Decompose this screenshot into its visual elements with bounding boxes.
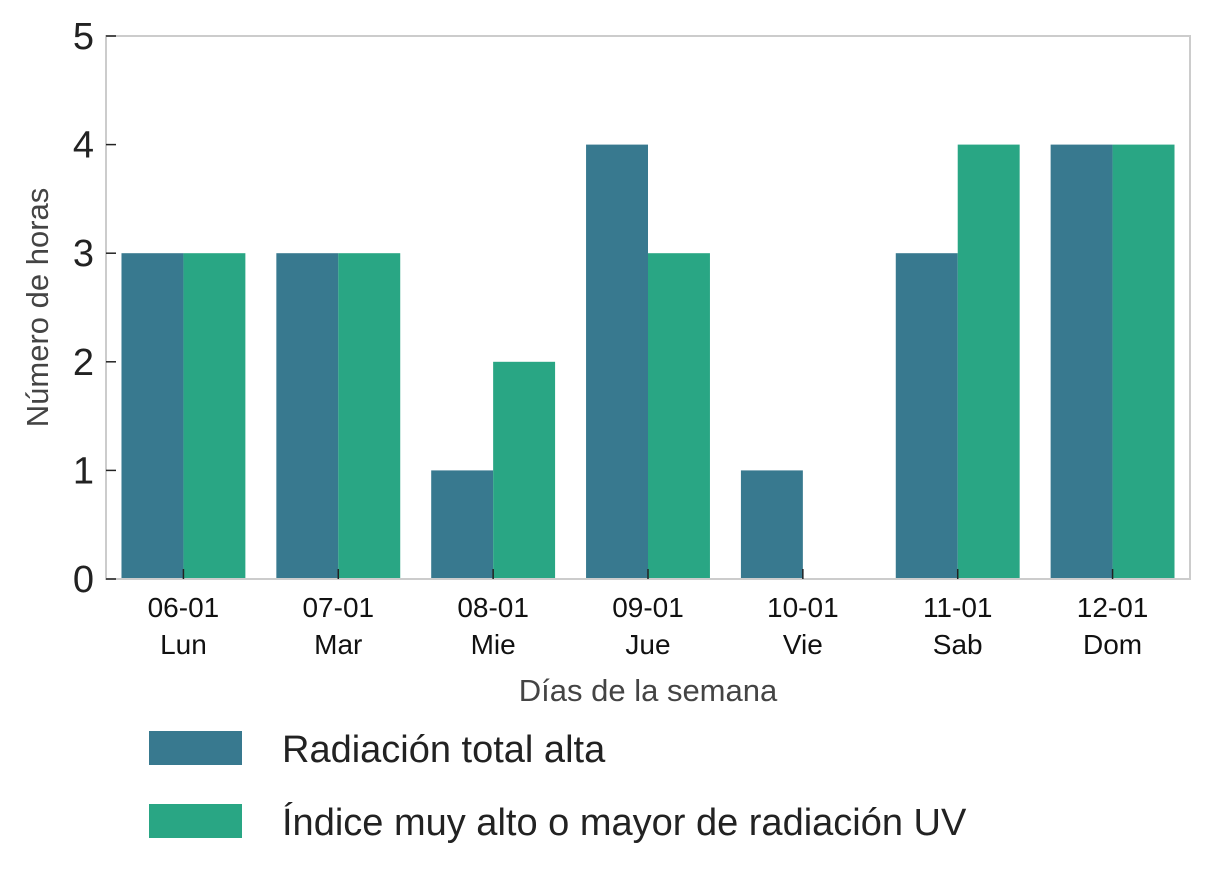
bar-indice-uv-dom [1112,144,1175,579]
bar-indice-uv-mar [338,253,401,579]
bar-radiacion-vie [740,470,803,579]
y-tick-label: 3 [73,233,94,275]
x-tick-label: 10-01 Vie [767,592,839,660]
x-tick-label: 08-01 Mie [457,592,529,660]
y-tick-label: 0 [73,559,94,601]
legend-label-indice-uv: Índice muy alto o mayor de radiación UV [282,801,967,844]
y-tick-label: 1 [73,450,94,492]
bar-indice-uv-mie [493,361,556,579]
bars-layer [121,144,1175,579]
ticks-layer: 0 1 2 3 4 5 06-01 Lun 07-01 Mar 08-01 Mie 09-01 Jue 10… [73,16,1149,660]
legend-swatch-radiacion [149,731,242,765]
x-tick-label: 09-01 Jue [612,592,684,660]
legend-swatch-indice-uv [149,804,242,838]
y-axis-label: Número de horas [20,188,55,428]
y-tick-label: 4 [73,125,94,167]
legend-label-radiacion: Radiación total alta [282,729,606,771]
x-axis-label: Días de la semana [519,673,778,708]
x-tick-label: 06-01 Lun [148,592,220,660]
bar-radiacion-mar [276,253,339,579]
bar-radiacion-sab [895,253,958,579]
bar-radiacion-jue [586,144,648,579]
bar-radiacion-mie [431,470,494,579]
bar-indice-uv-lun [183,253,246,579]
bar-radiacion-dom [1050,144,1113,579]
y-tick-label: 5 [73,16,94,58]
bar-indice-uv-jue [648,253,710,579]
x-tick-label: 11-01 Sab [923,592,993,660]
bar-radiacion-lun [121,253,184,579]
x-tick-label: 07-01 Mar [302,592,374,660]
legend: Radiación total alta Índice muy alto o m… [149,729,967,844]
bar-indice-uv-sab [957,144,1020,579]
x-tick-label: 12-01 Dom [1077,592,1149,660]
y-tick-label: 2 [73,342,94,384]
